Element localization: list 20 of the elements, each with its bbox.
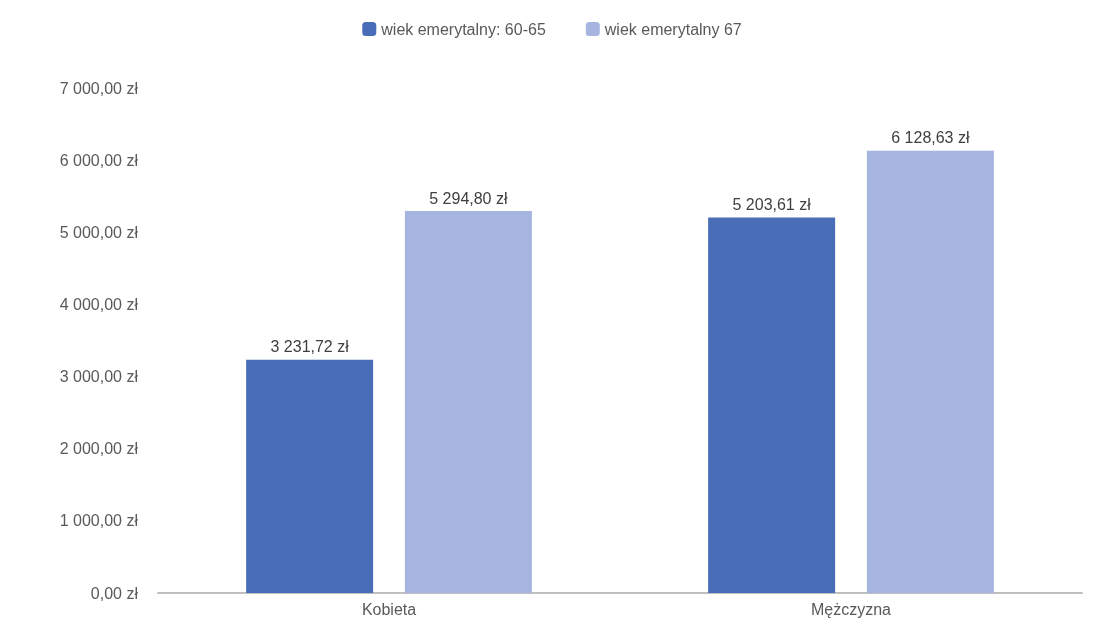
data-label: 6 128,63 zł [891, 129, 970, 147]
y-tick-label: 6 000,00 zł [59, 151, 139, 169]
y-tick-label: 1 000,00 zł [59, 512, 139, 530]
data-label: 5 294,80 zł [429, 189, 508, 207]
y-tick-label: 2 000,00 zł [59, 440, 139, 458]
x-tick-label: Kobieta [361, 600, 417, 618]
bar [246, 359, 374, 593]
y-tick-label: 0,00 zł [90, 584, 139, 602]
y-tick-label: 4 000,00 zł [59, 295, 139, 313]
bar [708, 217, 836, 593]
legend-label: wiek emerytalny: 60-65 [380, 20, 546, 38]
legend-label: wiek emerytalny 67 [603, 20, 742, 38]
x-tick-label: Mężczyzna [810, 600, 892, 618]
bar [404, 211, 532, 593]
data-label: 5 203,61 zł [732, 196, 812, 214]
data-label: 3 231,72 zł [270, 338, 350, 356]
y-tick-label: 3 000,00 zł [59, 368, 139, 386]
y-tick-label: 5 000,00 zł [59, 223, 139, 241]
bar [866, 150, 994, 593]
y-tick-label: 7 000,00 zł [59, 79, 139, 97]
